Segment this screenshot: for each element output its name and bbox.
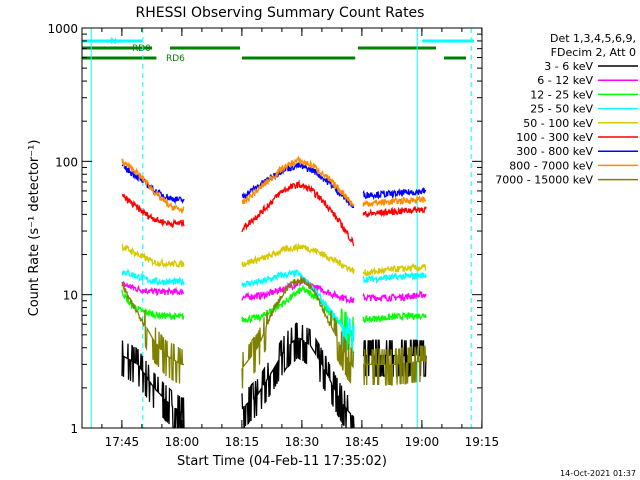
x-axis: 17:45 18:00 18:15 18:30 18:45 19:00 19:15 [101,28,500,449]
series-4 [121,242,427,277]
series-5 [121,179,427,247]
x-tick-label-3: 18:30 [285,435,320,449]
flag-bars: N RD0 RD6 [82,37,474,64]
series-line-3-part-2 [362,271,427,285]
series-line-3-part-0 [121,267,185,287]
series-line-5-part-0 [121,193,185,229]
x-axis-label: Start Time (04-Feb-11 17:35:02) [177,454,387,469]
chart-title: RHESSI Observing Summary Count Rates [136,5,425,21]
series-line-4-part-0 [121,242,185,269]
series-line-4-part-2 [362,262,427,277]
series-line-6-part-2 [362,186,427,201]
x-tick-label-4: 18:45 [345,435,380,449]
flag-label-rd0: RD0 [132,44,151,54]
x-tick-label-1: 18:00 [165,435,200,449]
x-tick-label-5: 19:00 [405,435,440,449]
legend-label-5: 100 - 300 keV [516,131,593,144]
flag-label-n: N [110,37,117,47]
y-axis: 1 10 100 1000 [47,22,482,436]
legend-header-line-1: Det 1,3,4,5,6,9, [550,32,636,45]
y-tick-label-3: 1000 [47,22,78,36]
y-tick-label-1: 10 [63,289,78,303]
series-7 [121,155,427,214]
legend-header-line-2: FDecim 2, Att 0 [551,46,636,59]
legend-label-3: 25 - 50 keV [530,103,593,116]
series-line-7-part-1 [241,155,355,207]
series-line-1-part-0 [121,281,185,297]
series-line-2-part-2 [362,311,427,324]
legend: Det 1,3,4,5,6,9, FDecim 2, Att 0 3 - 6 k… [495,32,638,187]
series-line-0-part-1 [241,322,355,429]
series-line-8-part-2 [363,345,427,386]
x-tick-label-0: 17:45 [105,435,140,449]
legend-label-1: 6 - 12 keV [537,74,593,87]
series-line-5-part-1 [241,179,355,247]
y-axis-label: Count Rate (s⁻¹ detector⁻¹) [27,140,42,317]
series-line-8-part-0 [121,280,184,384]
legend-label-8: 7000 - 15000 keV [495,174,593,187]
x-tick-label-6: 19:15 [465,435,500,449]
series-line-4-part-1 [241,242,355,275]
legend-label-4: 50 - 100 keV [523,117,593,130]
y-tick-label-0: 1 [70,422,78,436]
legend-label-7: 800 - 7000 keV [509,159,593,172]
y-tick-label-2: 100 [55,155,78,169]
series-line-7-part-2 [362,194,427,208]
footer-timestamp: 14-Oct-2021 01:37 [560,469,636,478]
series-layer [90,28,472,429]
series-line-1-part-2 [362,290,427,303]
legend-label-2: 12 - 25 keV [530,88,593,101]
series-line-5-part-2 [362,206,427,218]
legend-label-6: 300 - 800 keV [516,145,593,158]
series-line-8-part-1 [241,276,355,389]
series-line-7-part-0 [121,158,185,214]
x-tick-label-2: 18:15 [225,435,260,449]
series-8 [121,276,427,389]
legend-label-0: 3 - 6 keV [544,60,593,73]
flag-label-rd6: RD6 [166,54,185,64]
